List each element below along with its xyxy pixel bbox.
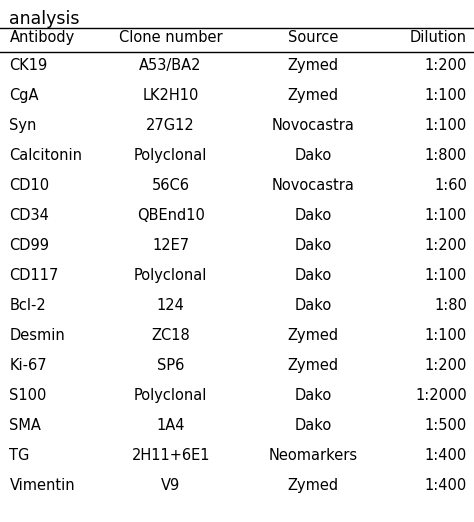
Text: Vimentin: Vimentin bbox=[9, 478, 75, 493]
Text: Clone number: Clone number bbox=[119, 30, 222, 45]
Text: TG: TG bbox=[9, 448, 30, 463]
Text: SMA: SMA bbox=[9, 418, 41, 433]
Text: 124: 124 bbox=[157, 298, 184, 313]
Text: Zymed: Zymed bbox=[287, 58, 338, 73]
Text: Novocastra: Novocastra bbox=[272, 178, 354, 193]
Text: 56C6: 56C6 bbox=[152, 178, 190, 193]
Text: Zymed: Zymed bbox=[287, 358, 338, 373]
Text: 1:200: 1:200 bbox=[425, 58, 467, 73]
Text: SP6: SP6 bbox=[157, 358, 184, 373]
Text: 1:2000: 1:2000 bbox=[415, 388, 467, 403]
Text: 12E7: 12E7 bbox=[152, 238, 189, 253]
Text: Source: Source bbox=[288, 30, 338, 45]
Text: QBEnd10: QBEnd10 bbox=[137, 208, 205, 223]
Text: 1:100: 1:100 bbox=[425, 328, 467, 343]
Text: 1:200: 1:200 bbox=[425, 238, 467, 253]
Text: LK2H10: LK2H10 bbox=[143, 88, 199, 103]
Text: Desmin: Desmin bbox=[9, 328, 65, 343]
Text: Polyclonal: Polyclonal bbox=[134, 148, 207, 163]
Text: Polyclonal: Polyclonal bbox=[134, 388, 207, 403]
Text: Neomarkers: Neomarkers bbox=[268, 448, 357, 463]
Text: 1:500: 1:500 bbox=[425, 418, 467, 433]
Text: Zymed: Zymed bbox=[287, 478, 338, 493]
Text: 1:60: 1:60 bbox=[434, 178, 467, 193]
Text: Dako: Dako bbox=[294, 388, 331, 403]
Text: Zymed: Zymed bbox=[287, 328, 338, 343]
Text: 1:100: 1:100 bbox=[425, 268, 467, 283]
Text: 1:100: 1:100 bbox=[425, 118, 467, 133]
Text: Dako: Dako bbox=[294, 298, 331, 313]
Text: Ki-67: Ki-67 bbox=[9, 358, 47, 373]
Text: ZC18: ZC18 bbox=[151, 328, 190, 343]
Text: V9: V9 bbox=[161, 478, 180, 493]
Text: 1:400: 1:400 bbox=[425, 448, 467, 463]
Text: CD10: CD10 bbox=[9, 178, 50, 193]
Text: 1:800: 1:800 bbox=[425, 148, 467, 163]
Text: 27G12: 27G12 bbox=[146, 118, 195, 133]
Text: 1:200: 1:200 bbox=[425, 358, 467, 373]
Text: analysis: analysis bbox=[9, 10, 80, 28]
Text: Zymed: Zymed bbox=[287, 88, 338, 103]
Text: 1:400: 1:400 bbox=[425, 478, 467, 493]
Text: CD99: CD99 bbox=[9, 238, 49, 253]
Text: Dako: Dako bbox=[294, 418, 331, 433]
Text: 1:100: 1:100 bbox=[425, 208, 467, 223]
Text: Polyclonal: Polyclonal bbox=[134, 268, 207, 283]
Text: 1:80: 1:80 bbox=[434, 298, 467, 313]
Text: Antibody: Antibody bbox=[9, 30, 75, 45]
Text: Calcitonin: Calcitonin bbox=[9, 148, 82, 163]
Text: Syn: Syn bbox=[9, 118, 37, 133]
Text: CD117: CD117 bbox=[9, 268, 59, 283]
Text: A53/BA2: A53/BA2 bbox=[139, 58, 202, 73]
Text: 2H11+6E1: 2H11+6E1 bbox=[131, 448, 210, 463]
Text: Dako: Dako bbox=[294, 148, 331, 163]
Text: S100: S100 bbox=[9, 388, 47, 403]
Text: Dako: Dako bbox=[294, 208, 331, 223]
Text: Novocastra: Novocastra bbox=[272, 118, 354, 133]
Text: Dako: Dako bbox=[294, 268, 331, 283]
Text: CgA: CgA bbox=[9, 88, 39, 103]
Text: Dilution: Dilution bbox=[410, 30, 467, 45]
Text: 1A4: 1A4 bbox=[156, 418, 185, 433]
Text: CD34: CD34 bbox=[9, 208, 49, 223]
Text: Dako: Dako bbox=[294, 238, 331, 253]
Text: 1:100: 1:100 bbox=[425, 88, 467, 103]
Text: Bcl-2: Bcl-2 bbox=[9, 298, 46, 313]
Text: CK19: CK19 bbox=[9, 58, 48, 73]
